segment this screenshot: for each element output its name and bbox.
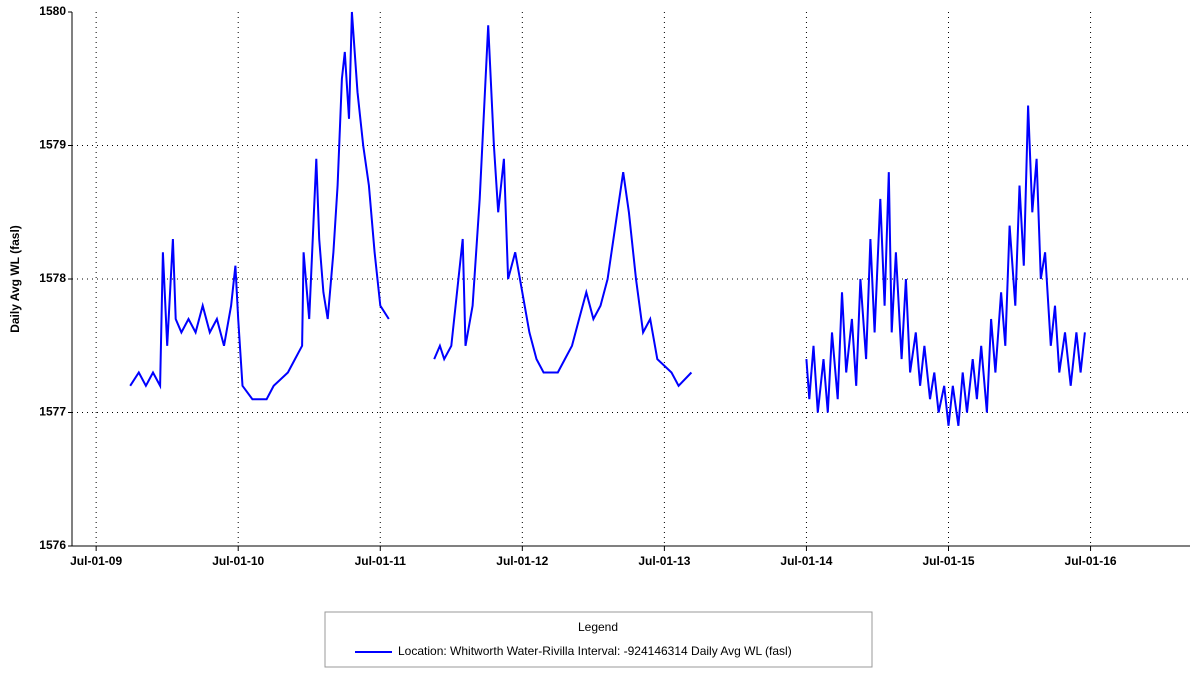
data-line (129, 11, 1086, 426)
y-tick-label: 1577 (39, 405, 66, 419)
x-tick-label: Jul-01-12 (496, 554, 548, 568)
y-tick-label: 1576 (39, 538, 66, 552)
y-tick-label: 1580 (39, 4, 66, 18)
legend-title: Legend (578, 620, 618, 634)
y-axis-label: Daily Avg WL (fasl) (8, 225, 22, 333)
x-tick-label: Jul-01-14 (780, 554, 832, 568)
y-tick-label: 1578 (39, 271, 66, 285)
legend: Location: Whitworth Water-Rivilla Interv… (355, 644, 792, 658)
x-tick-label: Jul-01-15 (922, 554, 974, 568)
y-tick-label: 1579 (39, 138, 66, 152)
x-tick-label: Jul-01-11 (355, 554, 407, 568)
x-tick-label: Jul-01-13 (638, 554, 690, 568)
legend-label: Location: Whitworth Water-Rivilla Interv… (398, 644, 792, 658)
legend-box (324, 611, 873, 668)
x-tick-label: Jul-01-16 (1065, 554, 1117, 568)
x-tick-label: Jul-01-10 (212, 554, 264, 568)
x-tick-label: Jul-01-09 (70, 554, 122, 568)
